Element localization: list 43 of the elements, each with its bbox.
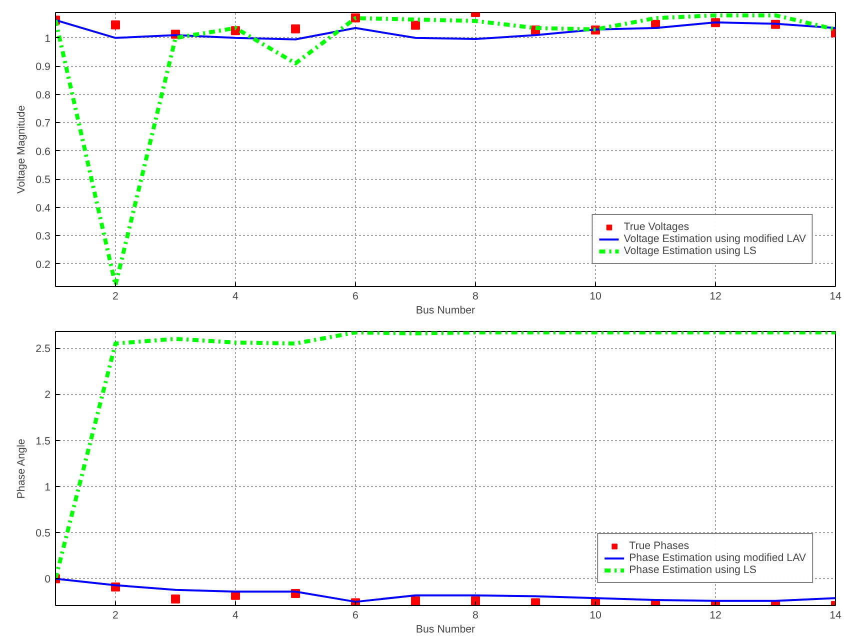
y-tick-label: 0.5 — [36, 528, 51, 540]
legend-label: Phase Estimation using modified LAV — [629, 552, 806, 564]
y-tick-label: 2 — [44, 389, 51, 402]
y-axis-title: Voltage Magnitude — [16, 105, 28, 194]
y-tick-label: 0.9 — [36, 61, 51, 74]
y-axis-title: Phase Angle — [16, 438, 28, 499]
y-tick-label: 0.4 — [36, 202, 51, 214]
x-tick-label: 4 — [232, 290, 239, 302]
y-tick-label: 0 — [44, 574, 51, 586]
y-tick-label: 2.5 — [36, 343, 51, 356]
point — [411, 20, 420, 30]
x-tick-label: 12 — [710, 610, 722, 622]
x-tick-label: 2 — [112, 610, 119, 622]
legend-label: Voltage Estimation using LS — [624, 245, 756, 257]
line-series — [56, 13, 836, 286]
y-tick-label: 0.6 — [36, 146, 51, 158]
x-tick-label: 4 — [232, 610, 239, 622]
x-tick-label: 2 — [112, 290, 119, 302]
legend-label: True Voltages — [624, 221, 690, 233]
legend-label: Phase Estimation using LS — [629, 564, 756, 576]
point — [111, 20, 120, 30]
y-tick-label: 1 — [44, 32, 51, 45]
x-tick-label: 6 — [352, 290, 359, 302]
y-tick-label: 0.3 — [36, 230, 51, 243]
x-tick-label: 10 — [590, 290, 602, 302]
x-tick-label: 14 — [830, 290, 842, 302]
x-tick-label: 10 — [590, 610, 602, 622]
y-tick-label: 0.7 — [36, 118, 51, 130]
legend-label: True Phases — [629, 540, 690, 552]
y-tick-label: 1 — [44, 481, 51, 494]
x-tick-label: 14 — [830, 610, 842, 622]
point — [291, 24, 300, 34]
y-tick-label: 0.5 — [36, 174, 51, 186]
y-tick-label: 0.8 — [36, 89, 51, 102]
x-tick-label: 8 — [472, 610, 479, 622]
x-axis-title: Bus Number — [416, 624, 476, 636]
x-axis-title: Bus Number — [416, 304, 476, 316]
x-tick-label: 12 — [710, 290, 722, 302]
y-tick-label: 0.2 — [36, 258, 51, 271]
y-tick-label: 1.5 — [36, 435, 51, 448]
legend-label: Voltage Estimation using modified LAV — [624, 233, 806, 245]
x-tick-label: 6 — [352, 610, 359, 622]
x-tick-label: 8 — [472, 290, 479, 302]
